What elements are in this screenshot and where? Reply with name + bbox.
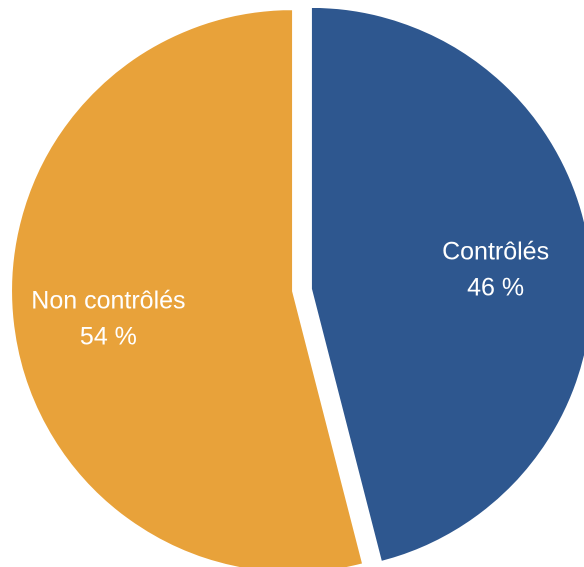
slice-value-label: 46 %: [467, 274, 524, 302]
slice-category-label: Non contrôlés: [31, 286, 185, 314]
slice-category-label: Contrôlés: [442, 238, 549, 266]
pie-slice-controles: [309, 5, 584, 564]
pie-slice-non-controles: [10, 8, 365, 567]
slice-value-label: 54 %: [80, 322, 137, 350]
